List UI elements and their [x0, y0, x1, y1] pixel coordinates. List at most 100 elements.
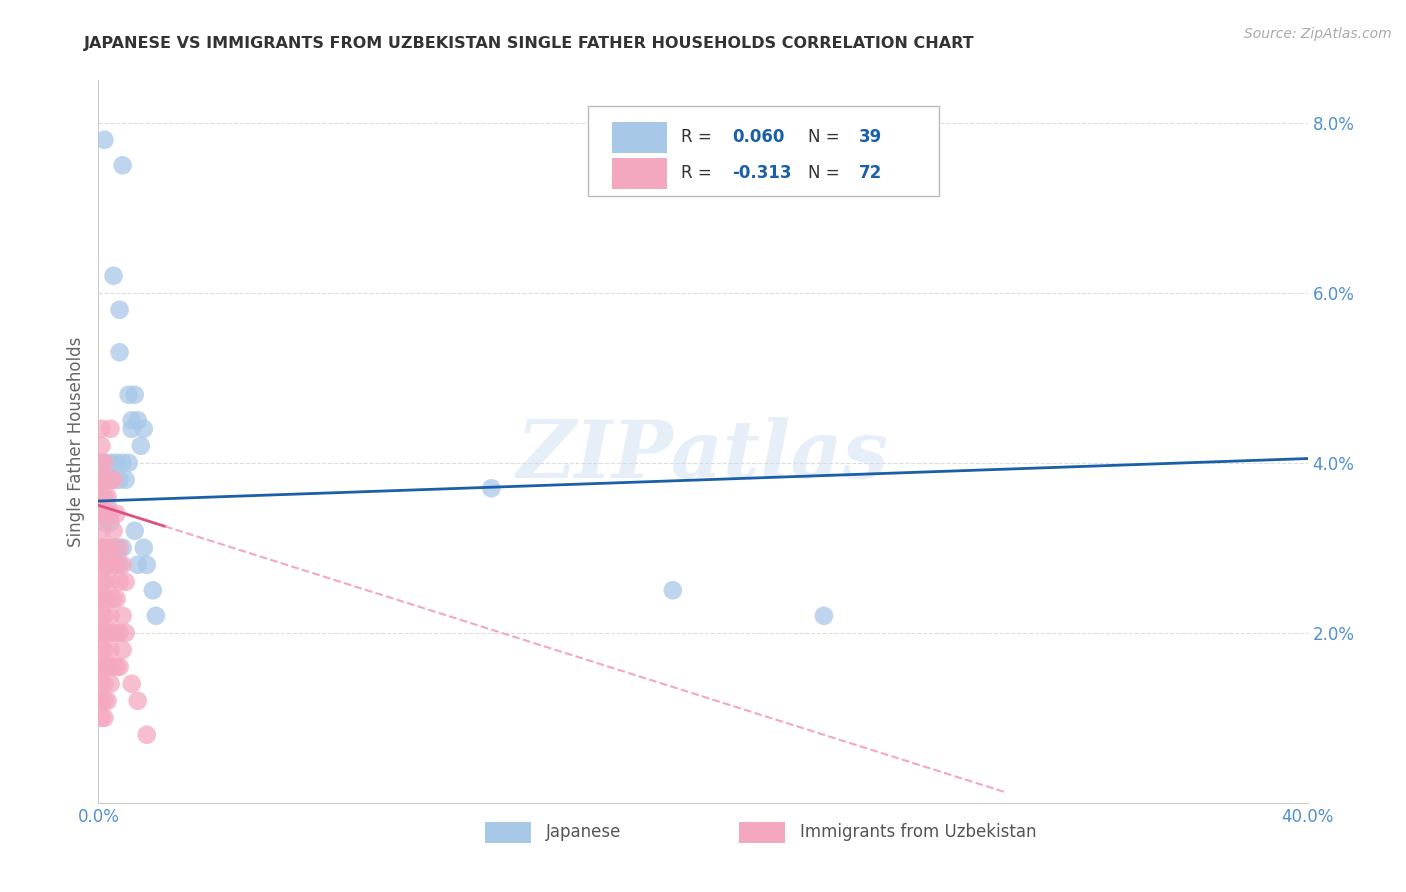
Text: -0.313: -0.313 [733, 164, 792, 183]
Text: R =: R = [682, 164, 717, 183]
Point [100, 541, 122, 555]
Point [96, 660, 118, 674]
Point [90, 694, 112, 708]
FancyBboxPatch shape [613, 158, 666, 189]
Point [103, 268, 125, 283]
FancyBboxPatch shape [588, 105, 939, 196]
Text: 72: 72 [859, 164, 882, 183]
Point [93, 677, 115, 691]
Text: ZIPatlas: ZIPatlas [517, 417, 889, 495]
Point [93, 694, 115, 708]
Point [111, 608, 134, 623]
Text: Immigrants from Uzbekistan: Immigrants from Uzbekistan [800, 823, 1036, 841]
Point [93, 711, 115, 725]
Point [90, 498, 112, 512]
Point [96, 541, 118, 555]
Point [121, 677, 143, 691]
Point [132, 422, 155, 436]
Point [100, 677, 122, 691]
FancyBboxPatch shape [740, 822, 785, 843]
Point [108, 574, 131, 589]
Point [129, 439, 152, 453]
Text: N =: N = [808, 164, 845, 183]
Point [90, 456, 112, 470]
Text: JAPANESE VS IMMIGRANTS FROM UZBEKISTAN SINGLE FATHER HOUSEHOLDS CORRELATION CHAR: JAPANESE VS IMMIGRANTS FROM UZBEKISTAN S… [84, 36, 974, 51]
Point [93, 642, 115, 657]
Point [93, 574, 115, 589]
Point [90, 473, 112, 487]
Point [103, 591, 125, 606]
Point [127, 694, 149, 708]
Point [118, 456, 141, 470]
Text: 0.060: 0.060 [733, 128, 785, 146]
Point [813, 608, 835, 623]
Point [103, 541, 125, 555]
Point [93, 660, 115, 674]
Point [96, 625, 118, 640]
Point [100, 516, 122, 530]
Point [127, 558, 149, 572]
Point [105, 541, 128, 555]
Point [121, 422, 143, 436]
Point [111, 456, 134, 470]
Point [100, 608, 122, 623]
Point [114, 625, 136, 640]
Point [132, 541, 155, 555]
Point [100, 642, 122, 657]
Point [100, 456, 122, 470]
Point [93, 541, 115, 555]
Point [135, 728, 157, 742]
Point [145, 608, 167, 623]
Point [93, 473, 115, 487]
Point [93, 558, 115, 572]
Point [103, 558, 125, 572]
Point [96, 558, 118, 572]
Point [114, 473, 136, 487]
Point [105, 660, 128, 674]
Point [108, 345, 131, 359]
Point [93, 456, 115, 470]
Point [121, 413, 143, 427]
Point [90, 574, 112, 589]
Point [96, 490, 118, 504]
Point [114, 574, 136, 589]
Point [90, 625, 112, 640]
Point [108, 473, 131, 487]
Point [661, 583, 683, 598]
Point [111, 558, 134, 572]
Point [100, 574, 122, 589]
Text: Japanese: Japanese [546, 823, 621, 841]
Point [96, 473, 118, 487]
Point [96, 507, 118, 521]
Point [481, 481, 503, 495]
Point [90, 642, 112, 657]
Text: N =: N = [808, 128, 845, 146]
Point [93, 591, 115, 606]
Point [90, 507, 112, 521]
Point [105, 507, 128, 521]
Point [93, 507, 115, 521]
Point [108, 625, 131, 640]
Text: R =: R = [682, 128, 717, 146]
Point [93, 516, 115, 530]
Point [103, 660, 125, 674]
Point [93, 625, 115, 640]
Point [96, 591, 118, 606]
Point [103, 473, 125, 487]
Point [118, 388, 141, 402]
Point [111, 158, 134, 172]
Point [108, 660, 131, 674]
Point [103, 625, 125, 640]
Point [105, 591, 128, 606]
Point [124, 524, 146, 538]
Point [90, 473, 112, 487]
Point [90, 711, 112, 725]
Point [108, 541, 131, 555]
Point [90, 660, 112, 674]
Point [108, 302, 131, 317]
Point [90, 608, 112, 623]
Text: 39: 39 [859, 128, 882, 146]
Point [90, 439, 112, 453]
Point [96, 498, 118, 512]
Point [93, 490, 115, 504]
